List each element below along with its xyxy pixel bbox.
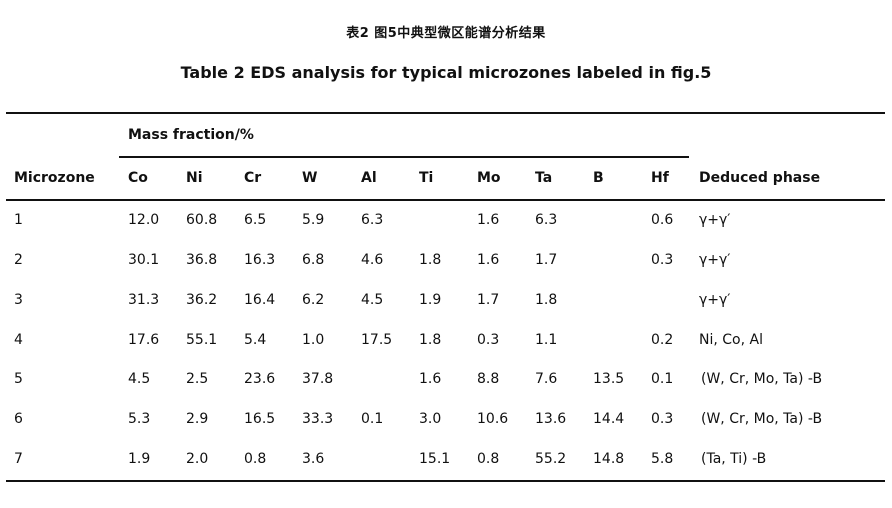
table-caption-chinese: 表2 图5中典型微区能谱分析结果 xyxy=(346,26,546,41)
cell-microzone: 4 xyxy=(14,332,23,348)
cell-ti: 1.8 xyxy=(419,252,442,268)
cell-hf: 5.8 xyxy=(651,451,674,467)
cell-hf: 0.6 xyxy=(651,212,674,228)
cell-ti: 3.0 xyxy=(419,411,442,427)
cell-al: 4.5 xyxy=(361,292,384,308)
cell-cr: 16.3 xyxy=(244,252,276,268)
cell-cr: 5.4 xyxy=(244,332,267,348)
table-top-rule xyxy=(6,112,885,114)
cell-co: 4.5 xyxy=(128,371,151,387)
cell-b: 14.8 xyxy=(593,451,625,467)
cell-w: 33.3 xyxy=(302,411,334,427)
cell-deduced-phase: γ+γ′ xyxy=(699,252,731,268)
cell-microzone: 1 xyxy=(14,212,23,228)
cell-ni: 2.9 xyxy=(186,411,209,427)
cell-ta: 55.2 xyxy=(535,451,567,467)
cell-microzone: 2 xyxy=(14,252,23,268)
column-header-co: Co xyxy=(128,170,148,186)
cell-ta: 7.6 xyxy=(535,371,558,387)
cell-hf: 0.2 xyxy=(651,332,674,348)
column-header-ti: Ti xyxy=(419,170,434,186)
cell-ni: 36.2 xyxy=(186,292,218,308)
cell-deduced-phase: γ+γ′ xyxy=(699,292,731,308)
cell-al: 4.6 xyxy=(361,252,384,268)
cell-ti: 1.6 xyxy=(419,371,442,387)
cell-mo: 1.6 xyxy=(477,212,500,228)
cell-co: 12.0 xyxy=(128,212,160,228)
cell-al: 6.3 xyxy=(361,212,384,228)
header-bottom-rule xyxy=(6,199,885,201)
cell-ta: 1.1 xyxy=(535,332,558,348)
cell-microzone: 3 xyxy=(14,292,23,308)
column-header-mo: Mo xyxy=(477,170,501,186)
column-header-ni: Ni xyxy=(186,170,203,186)
cell-deduced-phase: (W, Cr, Mo, Ta) -B xyxy=(701,411,823,427)
cell-ni: 2.5 xyxy=(186,371,209,387)
cell-ni: 55.1 xyxy=(186,332,218,348)
cell-al: 17.5 xyxy=(361,332,393,348)
cell-co: 1.9 xyxy=(128,451,151,467)
table-bottom-rule xyxy=(6,480,885,482)
cell-w: 5.9 xyxy=(302,212,325,228)
cell-mo: 0.8 xyxy=(477,451,500,467)
cell-ti: 1.9 xyxy=(419,292,442,308)
cell-mo: 1.6 xyxy=(477,252,500,268)
cell-microzone: 6 xyxy=(14,411,23,427)
cell-co: 30.1 xyxy=(128,252,160,268)
cell-mo: 0.3 xyxy=(477,332,500,348)
cell-w: 6.2 xyxy=(302,292,325,308)
cell-ta: 1.7 xyxy=(535,252,558,268)
cell-w: 6.8 xyxy=(302,252,325,268)
cell-deduced-phase: γ+γ′ xyxy=(699,212,731,228)
cell-cr: 23.6 xyxy=(244,371,276,387)
cell-ta: 1.8 xyxy=(535,292,558,308)
column-header-hf: Hf xyxy=(651,170,669,186)
mass-fraction-group-header: Mass fraction/% xyxy=(128,127,254,143)
cell-ta: 6.3 xyxy=(535,212,558,228)
cell-cr: 16.5 xyxy=(244,411,276,427)
cell-b: 14.4 xyxy=(593,411,625,427)
cell-hf: 0.3 xyxy=(651,411,674,427)
column-header-al: Al xyxy=(361,170,377,186)
column-header-b: B xyxy=(593,170,604,186)
mass-fraction-underline xyxy=(119,156,689,158)
cell-mo: 1.7 xyxy=(477,292,500,308)
cell-deduced-phase: (W, Cr, Mo, Ta) -B xyxy=(701,371,823,387)
cell-ti: 15.1 xyxy=(419,451,451,467)
cell-mo: 8.8 xyxy=(477,371,500,387)
cell-cr: 0.8 xyxy=(244,451,267,467)
cell-mo: 10.6 xyxy=(477,411,509,427)
table-caption-english: Table 2 EDS analysis for typical microzo… xyxy=(180,63,712,82)
cell-co: 31.3 xyxy=(128,292,160,308)
cell-ni: 2.0 xyxy=(186,451,209,467)
cell-cr: 16.4 xyxy=(244,292,276,308)
column-header-w: W xyxy=(302,170,318,186)
cell-cr: 6.5 xyxy=(244,212,267,228)
cell-w: 3.6 xyxy=(302,451,325,467)
column-header-cr: Cr xyxy=(244,170,262,186)
cell-hf: 0.1 xyxy=(651,371,674,387)
cell-microzone: 7 xyxy=(14,451,23,467)
cell-ti: 1.8 xyxy=(419,332,442,348)
cell-al: 0.1 xyxy=(361,411,384,427)
cell-ta: 13.6 xyxy=(535,411,567,427)
column-header-deduced-phase: Deduced phase xyxy=(699,170,821,186)
cell-microzone: 5 xyxy=(14,371,23,387)
cell-deduced-phase: Ni, Co, Al xyxy=(699,332,763,348)
cell-co: 17.6 xyxy=(128,332,160,348)
cell-deduced-phase: (Ta, Ti) -B xyxy=(701,451,767,467)
cell-b: 13.5 xyxy=(593,371,625,387)
cell-w: 37.8 xyxy=(302,371,334,387)
column-header-ta: Ta xyxy=(535,170,553,186)
column-header-microzone: Microzone xyxy=(14,170,95,186)
cell-co: 5.3 xyxy=(128,411,151,427)
cell-ni: 60.8 xyxy=(186,212,218,228)
cell-ni: 36.8 xyxy=(186,252,218,268)
cell-w: 1.0 xyxy=(302,332,325,348)
cell-hf: 0.3 xyxy=(651,252,674,268)
